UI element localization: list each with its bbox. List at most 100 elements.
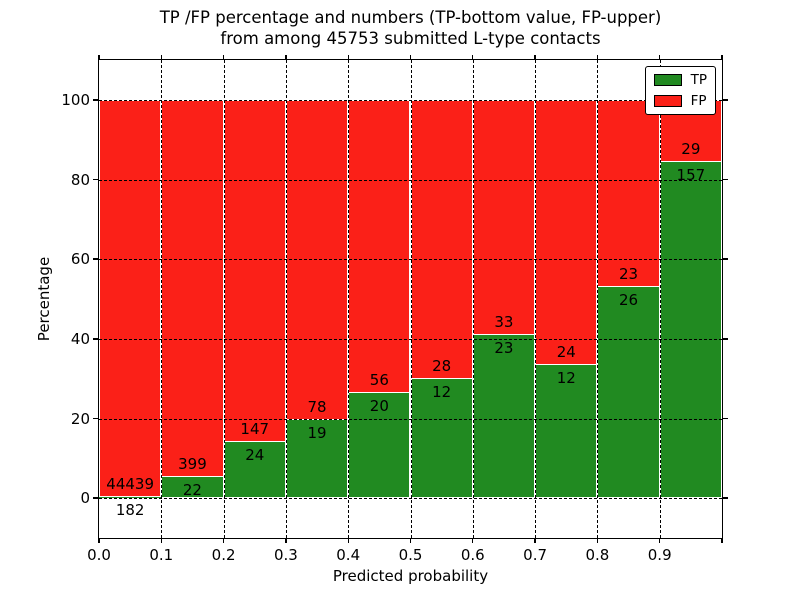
annotations-layer: 44439 182 399 22 147 24 78 19 56 20 28 12 33 23 24 12 23… [99,60,722,538]
bar-segment-fp [472,99,536,335]
bar-segment-tp [535,365,598,499]
y-tick-mark-right [722,338,728,340]
bar-segment-tp [597,286,660,499]
y-tick-mark-right [722,497,728,499]
x-tick-label: 0.0 [87,546,111,564]
x-tick-mark [472,538,474,543]
fp-count-label: 33 [494,312,514,331]
bar-segment-fp [410,99,473,379]
x-tick-mark [347,538,349,543]
tp-count-label: 12 [556,369,576,388]
legend-swatch-tp-icon [653,74,682,86]
x-tick-mark [721,538,723,543]
chart-title-line2: from among 45753 submitted L-type contac… [220,29,601,48]
fp-count-label: 28 [432,356,452,375]
x-gridline [472,60,474,538]
tp-count-label: 12 [432,382,452,401]
tp-count-label: 26 [619,290,639,309]
x-gridline [535,60,537,538]
x-tick-mark [98,538,100,543]
x-tick-label: 0.5 [398,546,423,564]
bar-segment-fp [99,99,162,497]
y-tick-mark [93,338,99,340]
x-tick-mark-top [596,55,599,60]
x-tick-label: 0.2 [211,546,236,564]
chart-title: TP /FP percentage and numbers (TP-bottom… [99,7,722,49]
legend: TP FP [644,66,716,115]
y-tick-label: 20 [70,409,90,428]
fp-count-label: 78 [307,398,327,417]
x-tick-mark [409,538,412,543]
x-gridline [659,60,661,538]
x-tick-mark [659,538,661,543]
fp-count-label: 399 [178,455,207,474]
x-gridline [223,60,225,538]
plot-area: 44439 182 399 22 147 24 78 19 56 20 28 12 33 23 24 12 23… [97,58,723,539]
tp-count-label: 19 [307,424,327,443]
fp-count-label: 56 [369,371,389,390]
bar-segment-tp [99,496,162,499]
x-tick-mark-top [659,55,661,60]
x-tick-mark-top [409,55,412,60]
x-tick-label: 0.9 [647,546,672,564]
tp-count-label: 20 [369,397,389,416]
tp-count-label: 157 [676,165,706,184]
y-tick-mark-right [722,258,728,260]
bar-segment-tp [472,334,536,499]
y-tick-label: 60 [70,250,90,269]
x-gridline [348,60,350,538]
y-tick-label: 100 [61,90,90,109]
legend-swatch-fp-icon [653,95,682,107]
legend-label-tp: TP [690,72,707,88]
y-tick-label: 80 [70,170,90,189]
tp-count-label: 182 [115,500,145,519]
y-tick-label: 0 [80,489,90,508]
y-tick-mark [93,258,99,260]
tp-count-label: 23 [494,338,514,357]
y-tick-mark [93,178,99,181]
legend-label-fp: FP [690,93,707,109]
x-tick-label: 0.7 [523,546,548,564]
chart-title-line1: TP /FP percentage and numbers (TP-bottom… [159,8,662,27]
x-tick-label: 0.6 [460,546,485,564]
x-tick-mark-top [534,55,536,60]
bar-segment-tp [659,161,722,499]
x-tick-label: 0.8 [585,546,610,564]
x-tick-label: 0.3 [273,546,298,564]
fp-count-label: 44439 [106,474,154,493]
x-gridline [285,60,287,538]
x-tick-mark [160,538,162,543]
bar-segment-fp [161,99,224,478]
x-gridline [161,60,163,538]
fp-count-label: 147 [240,420,270,439]
x-axis-label: Predicted probability [332,567,489,585]
x-tick-mark-top [98,55,100,60]
x-tick-mark-top [347,55,349,60]
y-tick-mark-right [722,417,728,420]
x-gridline [597,60,599,538]
bar-segment-tp [285,420,349,499]
y-tick-mark-right [722,99,728,101]
x-tick-label: 0.1 [149,546,174,564]
y-tick-mark [93,417,99,420]
y-tick-mark [93,497,99,499]
fp-count-label: 24 [556,343,576,362]
bar-segment-fp [348,99,411,394]
x-tick-mark-top [222,55,225,60]
x-tick-mark-top [160,55,162,60]
legend-item-fp: FP [653,93,707,109]
x-tick-mark [596,538,599,543]
grid-layer [99,60,722,538]
fp-count-label: 29 [681,139,701,158]
y-tick-label: 40 [70,329,90,348]
x-tick-mark [534,538,536,543]
tp-count-label: 24 [245,446,265,465]
fp-count-label: 23 [619,264,639,283]
x-tick-label: 0.4 [336,546,361,564]
bars-layer [99,60,722,538]
y-tick-mark-right [722,178,728,181]
bar-segment-fp [597,99,660,287]
y-axis-label: Percentage [35,256,53,342]
bar-segment-fp [535,99,598,366]
